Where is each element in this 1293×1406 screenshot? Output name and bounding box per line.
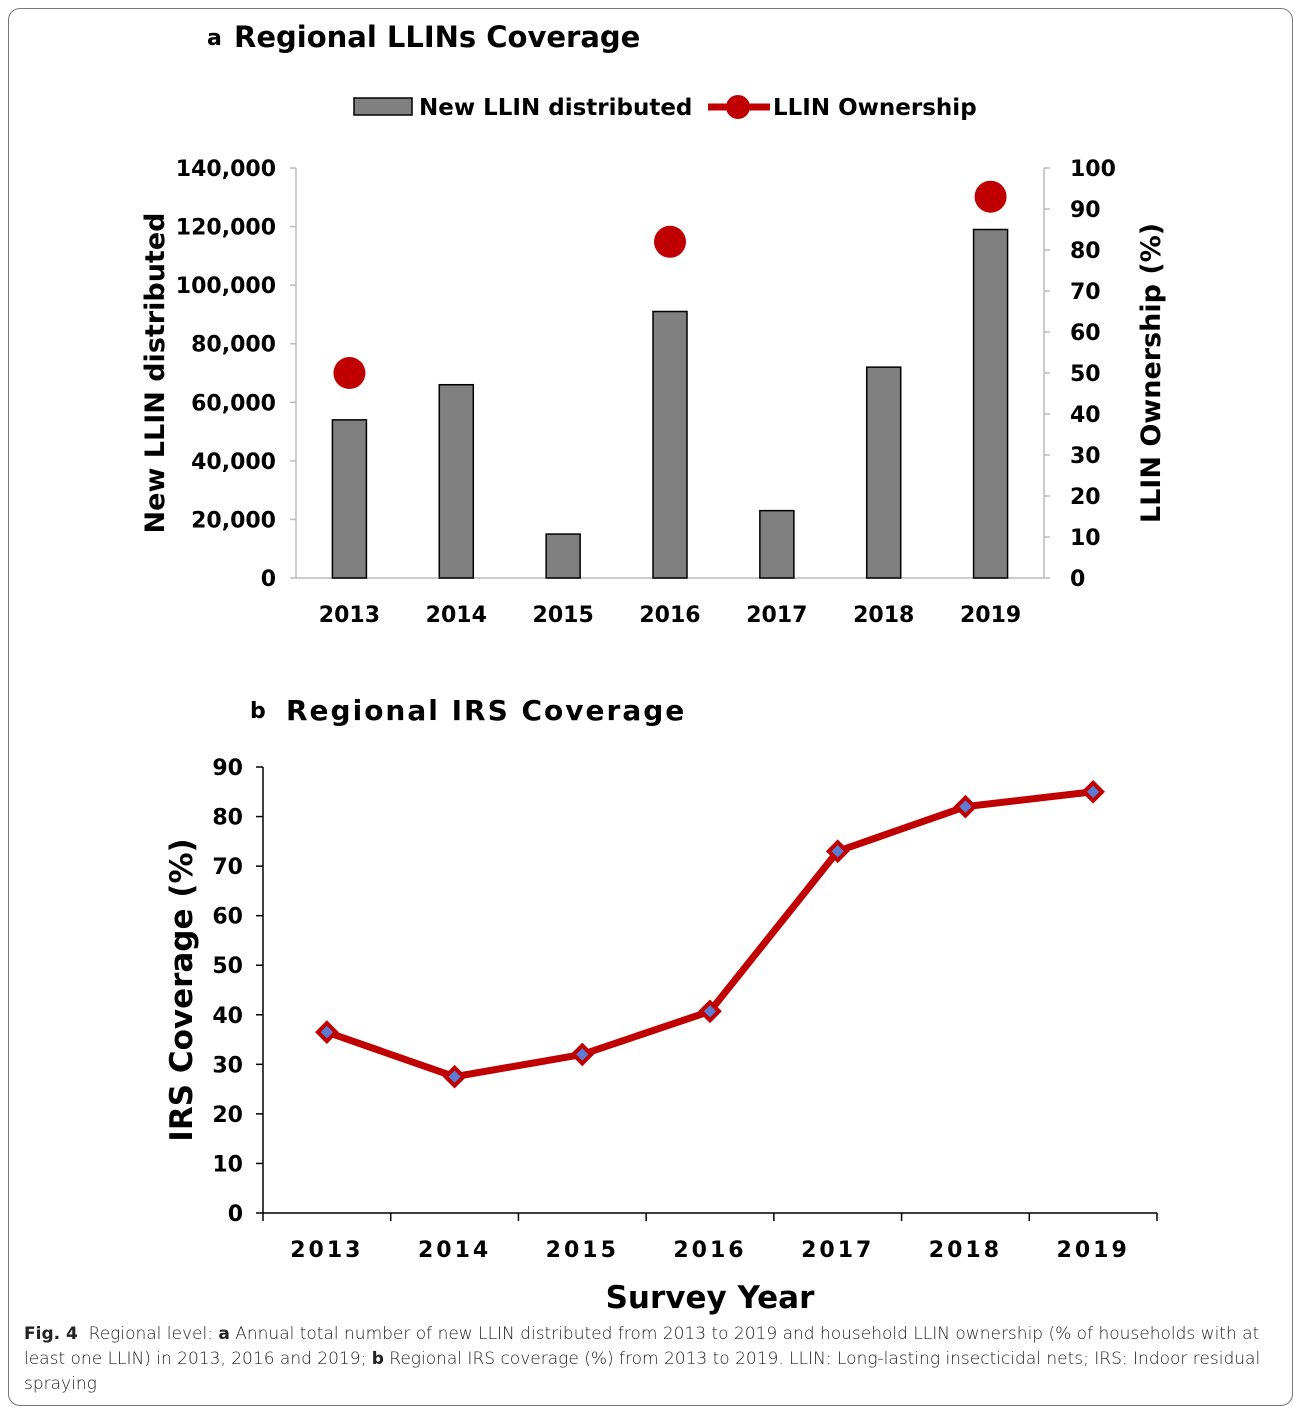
x-tick-label: 2014 — [418, 1238, 491, 1263]
panel-a-x-ticks: 2013 2014 2015 2016 2017 2018 2019 — [319, 603, 1021, 628]
y-tick-label: 20 — [212, 1103, 243, 1128]
y-tick-label: 50 — [212, 954, 243, 979]
y-tick-label: 70 — [212, 855, 243, 880]
x-tick-label: 2013 — [319, 603, 380, 628]
y-tick-label: 40 — [212, 1004, 243, 1029]
panel-a-y2-label: LLIN Ownership (%) — [1136, 223, 1167, 523]
panel-a-letter: a — [207, 26, 222, 51]
panel-a-title: Regional LLINs Coverage — [234, 20, 640, 54]
legend-bar-label: New LLIN distributed — [419, 95, 692, 121]
bar-new-llin — [331, 419, 368, 579]
x-tick-label: 2019 — [1057, 1238, 1130, 1263]
y2-tick-label: 30 — [1070, 444, 1101, 469]
panel-b-letter: b — [250, 699, 266, 724]
x-tick-label: 2018 — [929, 1238, 1002, 1263]
y-tick-label: 40,000 — [191, 450, 276, 475]
panel-a-y-label: New LLIN distributed — [140, 213, 171, 534]
dot-llin-ownership — [974, 180, 1007, 213]
x-tick-label: 2015 — [533, 603, 594, 628]
irs-coverage-point — [953, 794, 978, 819]
caption-a-text: Annual total number of new LLIN distribu… — [24, 1324, 1260, 1369]
panel-a-right-ticks: 0 10 20 30 40 50 60 70 80 90 100 — [1044, 157, 1116, 592]
panel-b-axes — [262, 767, 1157, 1214]
y2-tick-label: 40 — [1070, 403, 1101, 428]
irs-coverage-point — [315, 1020, 339, 1044]
y-tick-label: 0 — [228, 1202, 243, 1227]
irs-coverage-point — [570, 1042, 595, 1067]
y2-tick-label: 100 — [1070, 157, 1116, 182]
panel-a-bars — [331, 228, 1009, 579]
y-tick-label: 30 — [212, 1053, 243, 1078]
bar-new-llin — [438, 383, 475, 579]
y2-tick-label: 10 — [1070, 526, 1101, 551]
caption-label: Fig. 4 — [24, 1324, 78, 1344]
panel-b-title: Regional IRS Coverage — [286, 694, 686, 727]
y-tick-label: 10 — [212, 1152, 243, 1177]
y2-tick-label: 50 — [1070, 362, 1101, 387]
dot-llin-ownership — [654, 225, 686, 258]
panel-b-y-ticks: 0 10 20 30 40 50 60 70 80 90 — [212, 756, 263, 1227]
bar-new-llin — [865, 366, 902, 579]
x-tick-label: 2018 — [853, 603, 914, 628]
x-tick-label: 2015 — [546, 1238, 619, 1263]
legend-bar-swatch — [353, 97, 413, 116]
figure-caption: Fig. 4 Regional level: a Annual total nu… — [24, 1322, 1264, 1397]
panel-b-irs-line — [315, 779, 1105, 1089]
y-tick-label: 140,000 — [176, 157, 276, 182]
irs-coverage-line — [325, 788, 1094, 1081]
dot-llin-ownership — [333, 357, 366, 389]
y-tick-label: 120,000 — [176, 216, 276, 241]
x-tick-label: 2016 — [673, 1238, 746, 1263]
legend-dot-marker — [726, 95, 750, 119]
y2-tick-label: 90 — [1070, 198, 1101, 223]
y2-tick-label: 0 — [1070, 567, 1085, 592]
y2-tick-label: 20 — [1070, 485, 1101, 510]
x-tick-label: 2014 — [426, 603, 487, 628]
y-tick-label: 90 — [212, 756, 243, 781]
legend-dot-label: LLIN Ownership — [773, 95, 977, 121]
y-tick-label: 100,000 — [176, 274, 276, 299]
irs-coverage-point — [698, 999, 722, 1024]
y2-tick-label: 60 — [1070, 321, 1101, 346]
y-tick-label: 60,000 — [191, 391, 276, 416]
panel-a-llin-chart: a Regional LLINs Coverage New LLIN distr… — [140, 20, 1167, 628]
bar-new-llin — [759, 509, 795, 579]
caption-a-letter: a — [218, 1324, 230, 1344]
x-tick-label: 2013 — [290, 1238, 363, 1263]
y-tick-label: 20,000 — [191, 508, 276, 533]
bar-new-llin — [652, 310, 688, 579]
panel-b-x-label: Survey Year — [606, 1280, 815, 1316]
x-tick-label: 2017 — [746, 603, 807, 628]
bar-new-llin — [972, 228, 1009, 579]
caption-b-text: Regional IRS coverage (%) from 2013 to 2… — [24, 1349, 1261, 1394]
panel-a-ownership-dots — [333, 180, 1007, 389]
caption-lead: Regional level: — [88, 1324, 219, 1344]
panel-b-y-label: IRS Coverage (%) — [164, 838, 200, 1141]
irs-coverage-point — [1081, 779, 1105, 804]
panel-b-irs-chart: b Regional IRS Coverage 0 10 20 30 40 50 60 70 8… — [164, 694, 1158, 1316]
caption-b-letter: b — [371, 1349, 384, 1369]
y-tick-label: 80,000 — [191, 333, 276, 358]
y2-tick-label: 70 — [1070, 280, 1101, 305]
panel-a-left-ticks: 0 20,000 40,000 60,000 80,000 100,000 120,000 1… — [176, 157, 296, 592]
x-tick-label: 2019 — [960, 603, 1021, 628]
irs-coverage-point — [442, 1064, 467, 1089]
y2-tick-label: 80 — [1070, 239, 1101, 264]
x-tick-label: 2016 — [639, 603, 700, 628]
panel-a-legend: New LLIN distributed LLIN Ownership — [353, 95, 977, 121]
panel-b-x-ticks: 2013 2014 2015 2016 2017 2018 2019 — [262, 1213, 1158, 1263]
y-tick-label: 80 — [212, 806, 243, 831]
y-tick-label: 0 — [261, 567, 276, 592]
bar-new-llin — [545, 533, 581, 579]
irs-coverage-point — [825, 839, 850, 864]
y-tick-label: 60 — [212, 905, 243, 930]
x-tick-label: 2017 — [801, 1238, 874, 1263]
